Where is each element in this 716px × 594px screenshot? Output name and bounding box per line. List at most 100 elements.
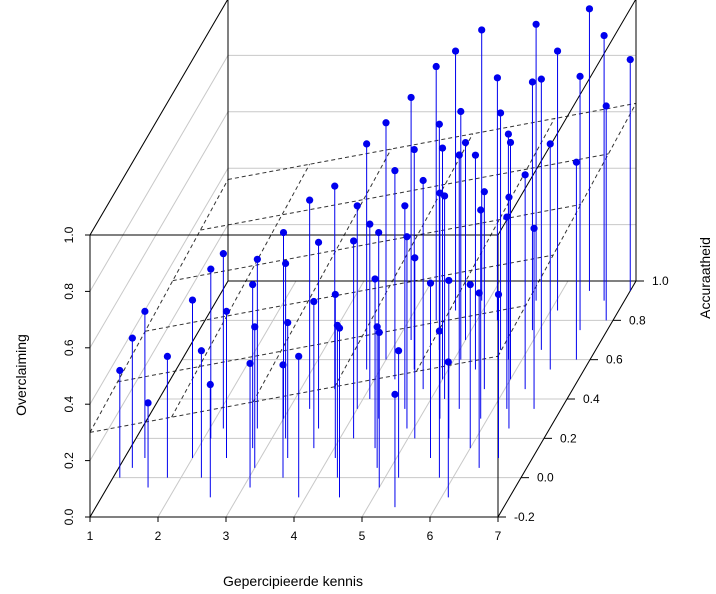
- left-wall-grid-line: [89, 55, 229, 292]
- data-point: [366, 220, 374, 228]
- data-point: [246, 359, 254, 368]
- y-tick-label: 0.2: [560, 431, 577, 445]
- z-tick-label: 1.0: [62, 226, 76, 243]
- box-edge: [89, 280, 229, 518]
- x-tick-label: 1: [87, 529, 94, 543]
- data-point: [435, 327, 443, 335]
- data-point: [128, 334, 136, 342]
- z-tick-label: 0.6: [62, 339, 76, 356]
- data-point: [494, 290, 503, 299]
- data-point: [197, 347, 205, 355]
- box-edge: [89, 0, 228, 236]
- data-point: [537, 75, 545, 83]
- plane-line: [89, 179, 229, 433]
- data-point: [310, 297, 318, 306]
- data-point: [353, 202, 361, 210]
- data-point: [572, 158, 581, 166]
- data-point: [331, 290, 339, 299]
- data-point: [314, 238, 323, 246]
- points-layer: [116, 5, 634, 508]
- data-point: [391, 390, 399, 398]
- data-point: [461, 139, 470, 147]
- left-wall-grid-line: [89, 111, 229, 349]
- data-point: [375, 228, 383, 237]
- data-point: [206, 380, 214, 389]
- data-point: [222, 307, 231, 315]
- data-point: [546, 140, 554, 148]
- grid-layer: [89, 0, 637, 518]
- y-tick-label: -0.2: [514, 510, 535, 524]
- x-tick-label: 3: [223, 529, 230, 543]
- y-tick-label: 0.0: [537, 471, 554, 485]
- data-point: [585, 5, 594, 13]
- plane-line: [415, 118, 555, 372]
- plane-line: [497, 103, 637, 357]
- data-point: [496, 109, 505, 117]
- data-point: [279, 361, 287, 369]
- data-point: [506, 138, 515, 147]
- z-tick-label: 0.4: [62, 396, 76, 413]
- y-axis-title: Accuraatheid: [697, 237, 713, 319]
- y-tick-label: 0.4: [583, 392, 600, 406]
- data-point: [432, 62, 440, 71]
- data-point: [457, 107, 465, 116]
- data-point: [163, 352, 171, 361]
- data-point: [504, 130, 512, 138]
- data-point: [532, 20, 540, 28]
- box-edge: [497, 0, 636, 236]
- data-point: [475, 289, 483, 297]
- data-point: [371, 275, 379, 283]
- plot-box: [89, 0, 637, 518]
- data-point: [188, 296, 197, 304]
- data-point: [335, 324, 344, 332]
- data-point: [350, 237, 358, 245]
- data-point: [411, 254, 419, 262]
- ticks-layer: 1 2 3 4 5 6 7 0.0 0.2 0.4 0.6 0.8 1.0 -0.2 0.0 0.2 0.4 0.…: [62, 226, 669, 543]
- data-point: [116, 366, 124, 375]
- data-point: [419, 176, 427, 185]
- data-point: [407, 93, 415, 102]
- plane-line: [89, 355, 499, 433]
- data-point: [401, 202, 409, 210]
- plane-line: [252, 148, 392, 403]
- data-point: [455, 151, 463, 159]
- data-point: [480, 188, 488, 196]
- x-tick-label: 4: [291, 529, 298, 543]
- regression-plane: [89, 102, 637, 433]
- data-point: [373, 323, 381, 331]
- data-point: [477, 206, 485, 214]
- left-wall-grid-line: [89, 167, 229, 405]
- data-point: [249, 281, 257, 289]
- data-point: [410, 145, 418, 154]
- data-point: [282, 259, 290, 268]
- x-axis-title: Gepercipieerde kennis: [223, 573, 363, 589]
- data-point: [141, 307, 149, 315]
- z-tick-label: 0.8: [62, 283, 76, 300]
- data-point: [576, 72, 584, 80]
- data-point: [493, 74, 501, 82]
- y-tick-label: 0.6: [606, 353, 623, 367]
- plane-line: [334, 133, 474, 387]
- plane-line: [117, 305, 526, 383]
- x-tick-label: 6: [427, 529, 434, 543]
- data-point: [528, 78, 537, 86]
- data-point: [451, 47, 460, 55]
- plane-line: [200, 153, 609, 231]
- data-point: [382, 119, 390, 127]
- data-point: [284, 319, 292, 327]
- data-point: [395, 347, 403, 355]
- y-tick-label: 0.8: [629, 313, 646, 327]
- data-point: [219, 250, 227, 258]
- data-point: [306, 196, 314, 204]
- data-point: [426, 279, 435, 287]
- data-point: [295, 352, 303, 360]
- y-tick-label: 1.0: [652, 274, 669, 288]
- data-point: [478, 26, 486, 34]
- data-point: [530, 224, 538, 232]
- data-point: [403, 233, 411, 241]
- data-point: [279, 228, 288, 237]
- x-tick-label: 7: [495, 529, 502, 543]
- data-point: [253, 255, 261, 263]
- z-axis-title: Overclaiming: [13, 334, 29, 416]
